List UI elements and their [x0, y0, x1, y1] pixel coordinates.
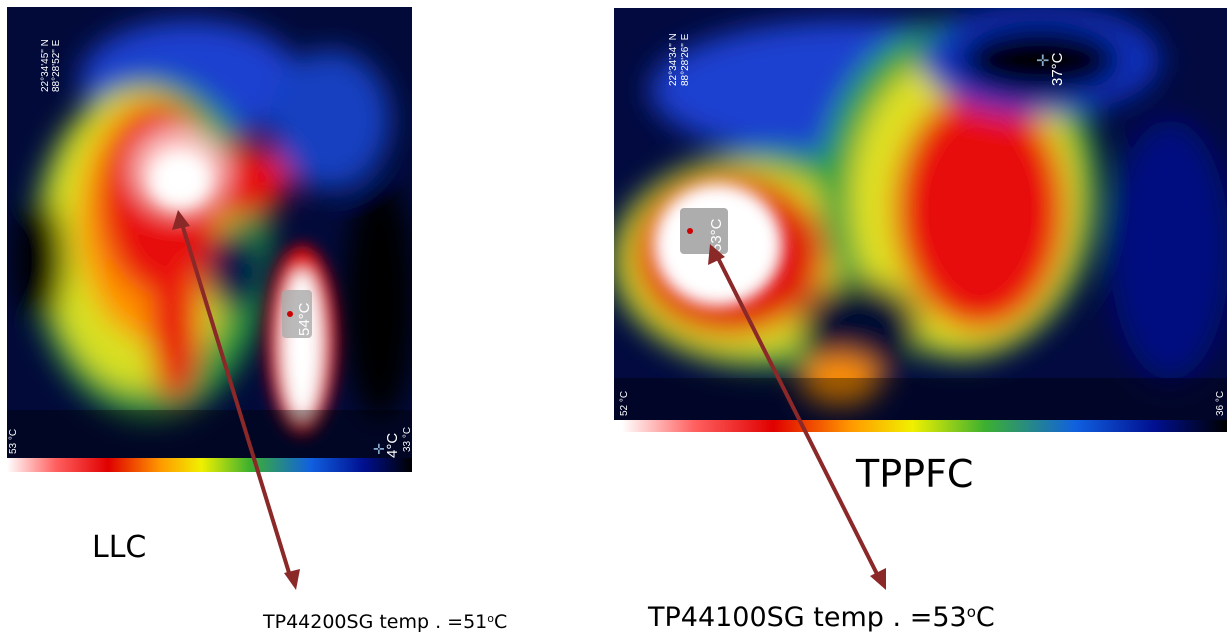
scale-min: 36 °C [1215, 391, 1226, 416]
cursor-icon: ✛ [1036, 51, 1049, 70]
spot-temp: 54°C [296, 302, 313, 336]
arrows [172, 210, 886, 590]
scale-max: 53 °C [8, 429, 19, 454]
scale-max: 52 °C [619, 391, 630, 416]
cursor-temp: 4°C [384, 433, 401, 458]
annotation-tppfc: TP44100SG temp . =53oC [647, 602, 995, 633]
spot-box [282, 290, 312, 338]
thermal-image-left [7, 7, 412, 458]
color-bar [7, 458, 412, 472]
cursor-icon: ✛ [373, 442, 385, 458]
label-tppfc: TPPFC [855, 452, 973, 496]
annotation-llc: TP44200SG temp . =51oC [262, 611, 507, 633]
color-bar [622, 420, 1227, 432]
gps-lon: 88°28'52" E [51, 39, 62, 92]
spot-marker [287, 311, 293, 317]
thermal-image-right [614, 8, 1227, 420]
cursor-temp: 37°C [1049, 52, 1066, 86]
label-llc: LLC [92, 530, 146, 565]
spot-temp: 53°C [708, 218, 725, 252]
gps-lon: 88°28'26" E [680, 33, 691, 86]
spot-box [680, 208, 728, 254]
gps-lat: 22°34'34" N [668, 33, 679, 86]
spot-marker [687, 228, 693, 234]
scale-min: 33 °C [402, 427, 413, 452]
gps-lat: 22°34'45" N [40, 39, 51, 92]
